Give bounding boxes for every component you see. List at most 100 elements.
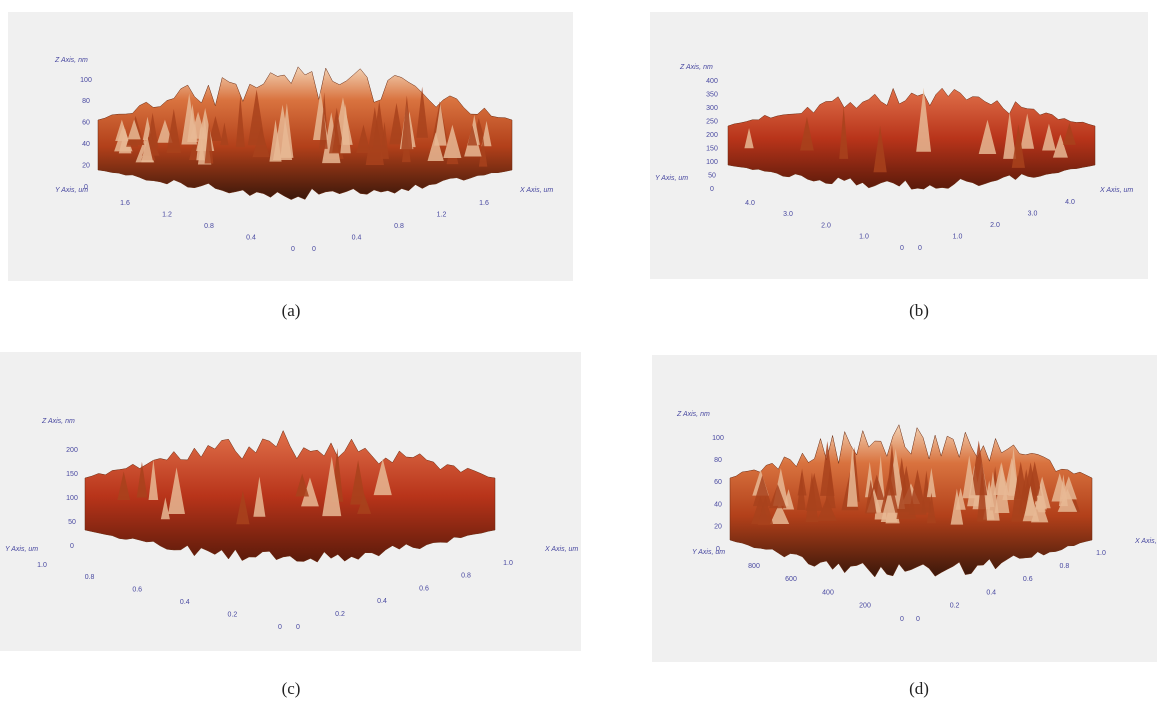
- x-tick-label: 0: [296, 624, 300, 631]
- z-tick-label: 20: [714, 524, 722, 531]
- z-tick-label: 100: [712, 435, 724, 442]
- surface-peak: [181, 93, 198, 145]
- x-tick-label: 0.2: [950, 603, 960, 610]
- y-tick-label: 0: [900, 616, 904, 623]
- y-tick-label: 0.4: [180, 599, 190, 606]
- x-tick-label: 1.0: [503, 560, 513, 567]
- surface-peak: [1020, 113, 1035, 149]
- y-tick-label: 1.0: [37, 562, 47, 569]
- x-tick-label: 3.0: [1028, 210, 1038, 217]
- z-tick-label: 400: [706, 78, 718, 85]
- surface-peak: [805, 472, 823, 511]
- surface-peak: [757, 496, 774, 525]
- caption: (c): [282, 679, 301, 698]
- y-tick-label: 1.0: [859, 234, 869, 241]
- z-tick-label: 0: [70, 543, 74, 550]
- surface-peak: [141, 135, 154, 163]
- surface-peak: [1023, 462, 1038, 502]
- x-tick-label: 2.0: [990, 222, 1000, 229]
- surface-peak: [332, 124, 342, 153]
- z-tick-label: 0: [710, 186, 714, 193]
- z-tick-label: 150: [706, 145, 718, 152]
- z-tick-label: 300: [706, 105, 718, 112]
- surface-peak: [373, 458, 392, 496]
- surface-peak: [427, 132, 444, 162]
- z-tick-label: 200: [706, 132, 718, 139]
- surface-peak: [236, 490, 250, 525]
- y-tick-label: 0: [291, 246, 295, 253]
- z-axis-label: Z Axis, nm: [676, 411, 710, 418]
- surface-peak: [196, 125, 205, 161]
- y-tick-label: 1.2: [162, 211, 172, 218]
- y-axis-label: Y Axis, um: [655, 175, 688, 182]
- surface-peak: [1042, 123, 1056, 151]
- surface-peak: [467, 124, 478, 146]
- y-axis-label: Y Axis, um: [5, 546, 38, 553]
- surface-peak: [768, 484, 787, 509]
- z-tick-label: 20: [82, 162, 90, 169]
- x-axis-label: X Axis, um: [1134, 538, 1157, 545]
- x-tick-label: 0: [312, 246, 316, 253]
- surface-peak: [816, 497, 837, 521]
- surface: [727, 87, 1096, 190]
- surface-peak: [744, 127, 754, 149]
- surface-peak: [481, 120, 492, 147]
- surface-peak: [887, 454, 897, 496]
- y-tick-label: 4.0: [745, 200, 755, 207]
- y-axis-label: Y Axis, um: [55, 187, 88, 194]
- y-tick-label: 0.8: [204, 223, 214, 230]
- surface-peak: [136, 461, 148, 498]
- x-axis-label: X Axis, um: [519, 187, 553, 194]
- z-axis-label: Z Axis, nm: [54, 57, 88, 64]
- y-tick-label: 1.6: [120, 200, 130, 207]
- z-axis-label: Z Axis, nm: [41, 418, 75, 425]
- surface-peak: [127, 119, 141, 140]
- surface-peak: [253, 476, 266, 517]
- surface-peak: [839, 106, 849, 159]
- y-axis-label: Y Axis, um: [692, 549, 725, 556]
- z-tick-label: 50: [68, 519, 76, 526]
- x-axis-label: X Axis, um: [1099, 187, 1133, 194]
- surface-peak: [977, 469, 988, 522]
- surface-peak: [950, 488, 964, 525]
- x-tick-label: 0.4: [352, 234, 362, 241]
- caption: (a): [282, 301, 301, 320]
- y-tick-label: 0.2: [228, 611, 238, 618]
- z-tick-label: 0: [84, 184, 88, 191]
- y-tick-label: 800: [748, 563, 760, 570]
- y-tick-label: 600: [785, 576, 797, 583]
- surface-peak: [168, 467, 185, 514]
- surface: [84, 429, 496, 563]
- surface-peak: [166, 108, 182, 153]
- surface-peak: [340, 103, 351, 154]
- x-tick-label: 0: [916, 616, 920, 623]
- z-tick-label: 40: [82, 141, 90, 148]
- surface-peak: [189, 139, 200, 161]
- surface-peak: [962, 455, 976, 499]
- z-tick-label: 100: [66, 495, 78, 502]
- x-tick-label: 0.6: [419, 585, 429, 592]
- surface-peak: [247, 89, 266, 146]
- surface-peak: [117, 471, 131, 501]
- z-tick-label: 60: [714, 479, 722, 486]
- surface: [97, 66, 513, 200]
- surface-peak: [434, 103, 447, 146]
- surface-peak: [301, 477, 319, 507]
- surface-peak: [865, 479, 877, 514]
- surface-peak: [1011, 124, 1025, 168]
- z-tick-label: 200: [66, 447, 78, 454]
- z-tick-label: 50: [708, 172, 716, 179]
- z-tick-label: 100: [706, 159, 718, 166]
- x-axis-label: X Axis, um: [544, 546, 578, 553]
- z-tick-label: 60: [82, 120, 90, 127]
- surface-peak: [319, 108, 328, 149]
- surface-peak: [873, 125, 887, 173]
- surface-peak: [1062, 122, 1076, 145]
- y-tick-label: 2.0: [821, 222, 831, 229]
- surface-peak: [115, 119, 129, 141]
- x-tick-label: 1.2: [437, 211, 447, 218]
- z-tick-label: 80: [82, 98, 90, 105]
- z-tick-label: 40: [714, 501, 722, 508]
- surface-peak: [372, 100, 386, 150]
- surface-peak: [880, 488, 898, 523]
